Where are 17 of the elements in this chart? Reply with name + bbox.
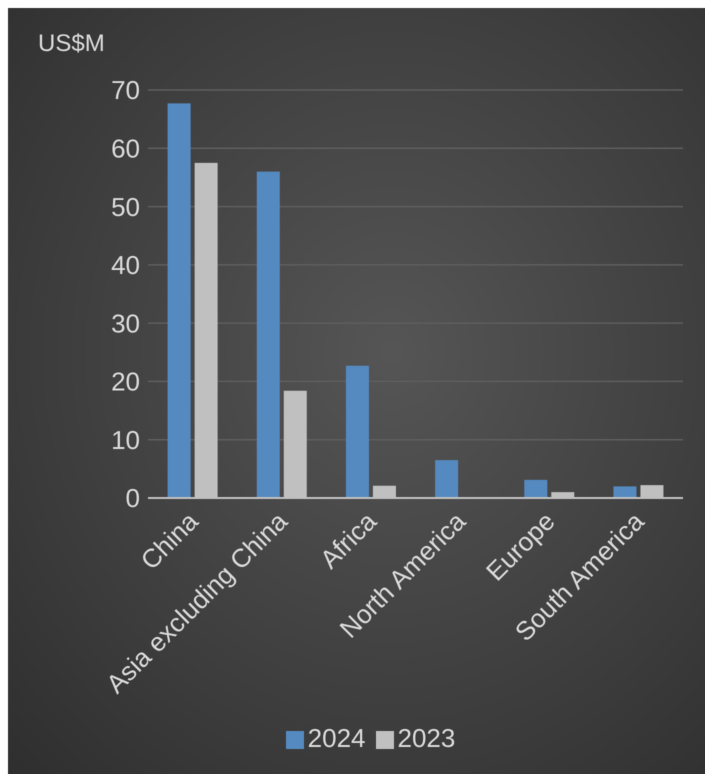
bar xyxy=(168,103,191,498)
y-tick-label: 30 xyxy=(111,308,140,338)
bar xyxy=(613,486,636,498)
y-axis-title: US$M xyxy=(38,30,105,58)
bar xyxy=(256,172,280,498)
y-tick-label: 10 xyxy=(111,424,140,455)
bar xyxy=(524,480,548,498)
bar xyxy=(435,460,458,498)
bar xyxy=(346,366,369,498)
y-tick-label: 60 xyxy=(111,134,140,164)
y-tick-label: 40 xyxy=(111,250,140,280)
y-tick-label: 50 xyxy=(111,192,140,222)
legend-label: 2023 xyxy=(398,723,456,753)
y-tick-label: 70 xyxy=(111,75,140,106)
legend-label: 2024 xyxy=(308,723,366,753)
y-tick-label: 0 xyxy=(126,483,140,514)
y-tick-label: 20 xyxy=(111,366,140,397)
